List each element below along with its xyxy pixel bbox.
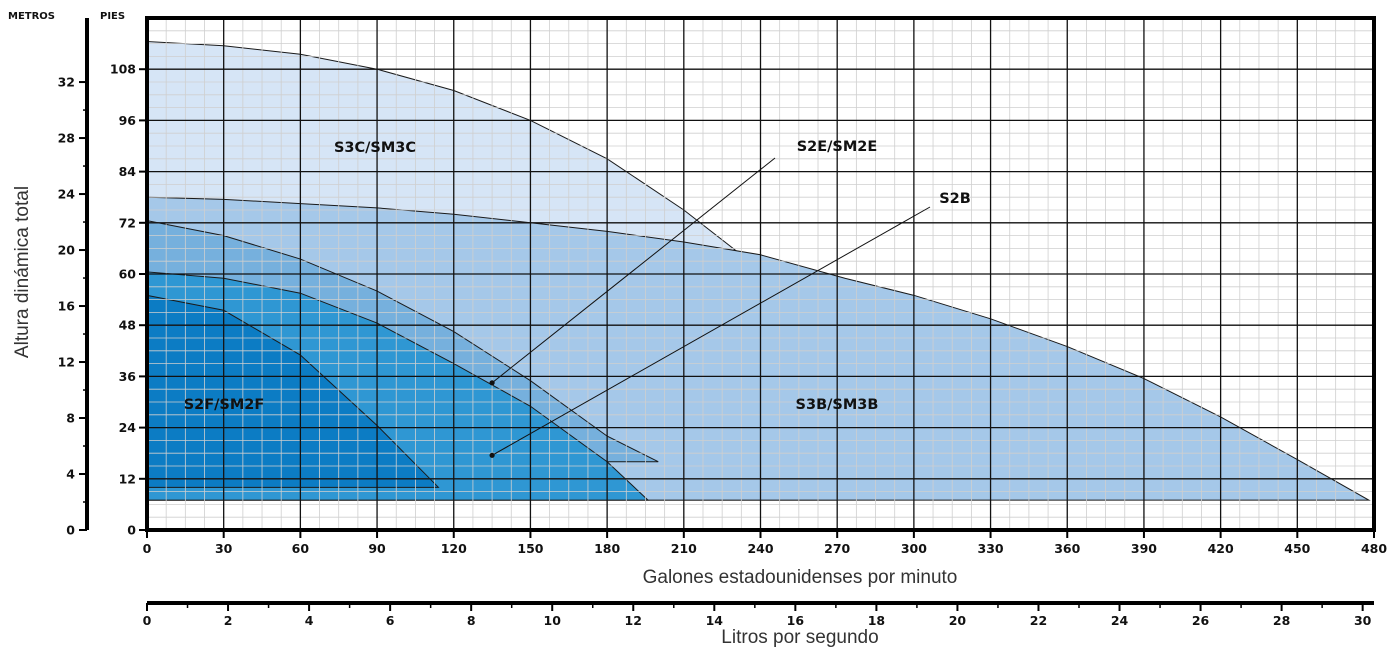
feet-tick-label: 108 — [110, 62, 136, 77]
meters-tick-label: 0 — [66, 523, 75, 538]
feet-tick-label: 72 — [119, 215, 136, 230]
lps-tick-label: 0 — [143, 613, 152, 628]
gpm-tick-label: 390 — [1131, 541, 1157, 556]
x2-axis-title: Litros por segundo — [721, 627, 878, 648]
leader-dot — [489, 452, 495, 458]
leader-line — [491, 206, 931, 456]
chart-grid — [146, 17, 1375, 531]
gpm-tick-label: 210 — [671, 541, 697, 556]
lps-tick-label: 14 — [706, 613, 724, 628]
y-unit-right: PIES — [100, 11, 125, 22]
feet-tick-label: 48 — [119, 318, 136, 333]
gpm-tick-label: 240 — [747, 541, 773, 556]
meters-tick-label: 16 — [58, 299, 76, 314]
lps-tick-label: 24 — [1111, 613, 1129, 628]
gpm-tick-label: 30 — [215, 541, 233, 556]
lps-tick-label: 12 — [625, 613, 642, 628]
feet-tick-label: 12 — [119, 471, 136, 486]
feet-tick-label: 24 — [119, 420, 137, 435]
gpm-tick-label: 120 — [441, 541, 467, 556]
gpm-tick-label: 60 — [292, 541, 310, 556]
y-axis-title: Altura dinámica total — [12, 186, 33, 358]
lps-tick-label: 8 — [467, 613, 476, 628]
lps-tick-label: 22 — [1030, 613, 1047, 628]
lps-tick-label: 18 — [868, 613, 885, 628]
feet-tick-label: 36 — [119, 369, 137, 384]
leader-line — [491, 157, 776, 384]
gpm-tick-label: 90 — [368, 541, 386, 556]
series-label-s2b: S2B — [939, 191, 971, 207]
lps-tick-label: 28 — [1273, 613, 1290, 628]
leader-dot — [489, 380, 495, 386]
gpm-tick-label: 150 — [517, 541, 543, 556]
feet-tick-label: 96 — [119, 113, 137, 128]
lps-tick-label: 20 — [949, 613, 967, 628]
lps-tick-label: 6 — [386, 613, 395, 628]
lps-tick-label: 16 — [787, 613, 805, 628]
meters-tick-label: 20 — [58, 243, 76, 258]
meters-tick-label: 28 — [58, 131, 75, 146]
gpm-tick-label: 360 — [1054, 541, 1080, 556]
series-label-s2e: S2E/SM2E — [797, 139, 878, 155]
meters-tick-label: 32 — [58, 75, 75, 90]
meters-tick-label: 4 — [66, 467, 75, 482]
gpm-tick-label: 330 — [978, 541, 1004, 556]
feet-tick-label: 84 — [119, 164, 137, 179]
label-leaders — [489, 157, 931, 458]
meters-tick-label: 12 — [58, 355, 75, 370]
series-label-s3b: S3B/SM3B — [796, 397, 879, 413]
series-label-s2f: S2F/SM2F — [184, 397, 265, 413]
lps-tick-label: 30 — [1354, 613, 1372, 628]
meters-tick-label: 8 — [66, 411, 75, 426]
gpm-tick-label: 0 — [143, 541, 152, 556]
series-areas — [146, 40, 1371, 501]
series-label-s3c: S3C/SM3C — [334, 140, 416, 156]
lps-tick-label: 4 — [305, 613, 314, 628]
feet-tick-label: 0 — [127, 523, 136, 538]
y-unit-left: METROS — [8, 11, 55, 22]
lps-tick-label: 26 — [1192, 613, 1210, 628]
lps-tick-label: 10 — [544, 613, 562, 628]
feet-tick-label: 60 — [119, 267, 137, 282]
gpm-tick-label: 480 — [1361, 541, 1387, 556]
gpm-tick-label: 300 — [901, 541, 927, 556]
gpm-tick-label: 270 — [824, 541, 850, 556]
x-axis-title: Galones estadounidenses por minuto — [643, 567, 958, 588]
gpm-tick-label: 180 — [594, 541, 620, 556]
lps-tick-label: 2 — [224, 613, 233, 628]
meters-tick-label: 24 — [58, 187, 76, 202]
gpm-tick-label: 420 — [1208, 541, 1234, 556]
gpm-tick-label: 450 — [1284, 541, 1310, 556]
